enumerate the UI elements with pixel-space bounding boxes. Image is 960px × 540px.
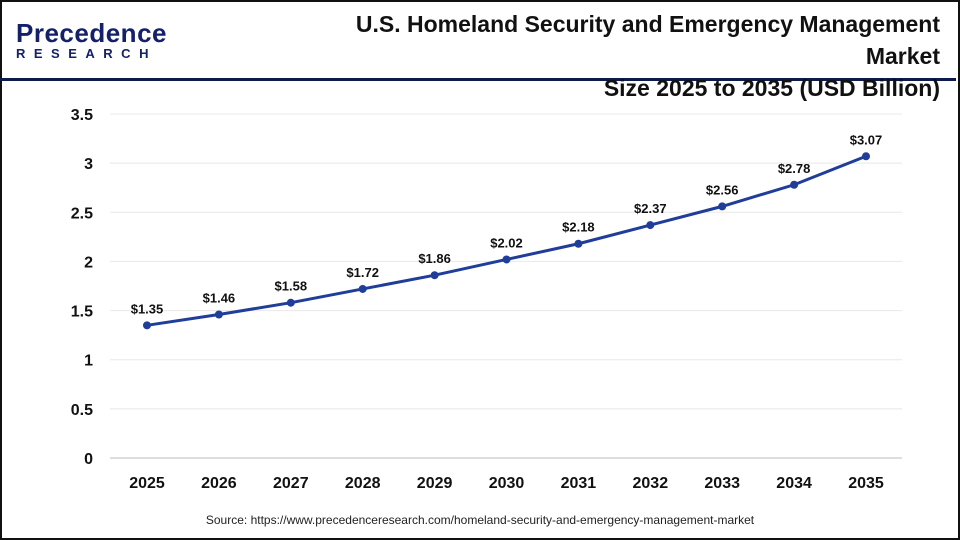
- data-point: [718, 202, 727, 211]
- x-tick-label: 2029: [417, 475, 453, 492]
- y-tick-label: 3: [84, 156, 93, 173]
- data-point: [358, 284, 367, 293]
- data-point: [790, 180, 799, 189]
- data-label: $1.58: [275, 279, 308, 294]
- x-tick-label: 2025: [129, 475, 165, 492]
- data-label: $1.72: [346, 265, 379, 280]
- title-line-1: U.S. Homeland Security and Emergency Man…: [355, 11, 940, 69]
- logo-line2: RESEARCH: [16, 46, 157, 61]
- data-label: $2.37: [634, 201, 667, 216]
- data-point: [574, 239, 583, 248]
- data-point: [143, 321, 151, 330]
- x-tick-label: 2027: [273, 475, 309, 492]
- y-tick-label: 3.5: [71, 107, 93, 124]
- x-tick-label: 2033: [704, 475, 740, 492]
- x-tick-label: 2034: [776, 475, 812, 492]
- x-tick-label: 2028: [345, 475, 381, 492]
- y-tick-label: 0: [84, 451, 93, 468]
- data-point: [646, 221, 655, 230]
- y-tick-label: 2: [84, 254, 93, 271]
- data-point: [502, 255, 511, 264]
- x-tick-label: 2035: [848, 475, 884, 492]
- title-line-2: Size 2025 to 2035 (USD Billion): [603, 75, 940, 101]
- chart-title: U.S. Homeland Security and Emergency Man…: [330, 8, 940, 104]
- data-point: [286, 298, 295, 307]
- data-point: [862, 152, 870, 161]
- header: Precedence RESEARCH U.S. Homeland Securi…: [0, 0, 956, 101]
- data-point: [214, 310, 223, 319]
- y-tick-label: 2.5: [71, 205, 93, 222]
- data-label: $2.78: [778, 161, 811, 176]
- data-label: $2.02: [490, 235, 523, 250]
- y-tick-label: 1: [84, 353, 93, 370]
- data-label: $1.35: [131, 301, 164, 316]
- precedence-research-logo: Precedence RESEARCH: [16, 18, 167, 61]
- source-note: Source: https://www.precedenceresearch.c…: [205, 513, 755, 527]
- data-label: $2.18: [562, 220, 595, 235]
- data-label: $1.86: [418, 251, 451, 266]
- x-tick-label: 2030: [489, 475, 525, 492]
- y-tick-label: 0.5: [71, 402, 93, 419]
- data-label: $3.07: [850, 132, 883, 147]
- logo-line1: Precedence: [16, 18, 167, 48]
- data-point: [430, 271, 439, 280]
- data-label: $1.46: [203, 291, 236, 306]
- x-tick-label: 2032: [633, 475, 669, 492]
- y-tick-label: 1.5: [71, 304, 93, 321]
- x-tick-label: 2026: [201, 475, 237, 492]
- x-tick-label: 2031: [561, 475, 597, 492]
- data-label: $2.56: [706, 182, 739, 197]
